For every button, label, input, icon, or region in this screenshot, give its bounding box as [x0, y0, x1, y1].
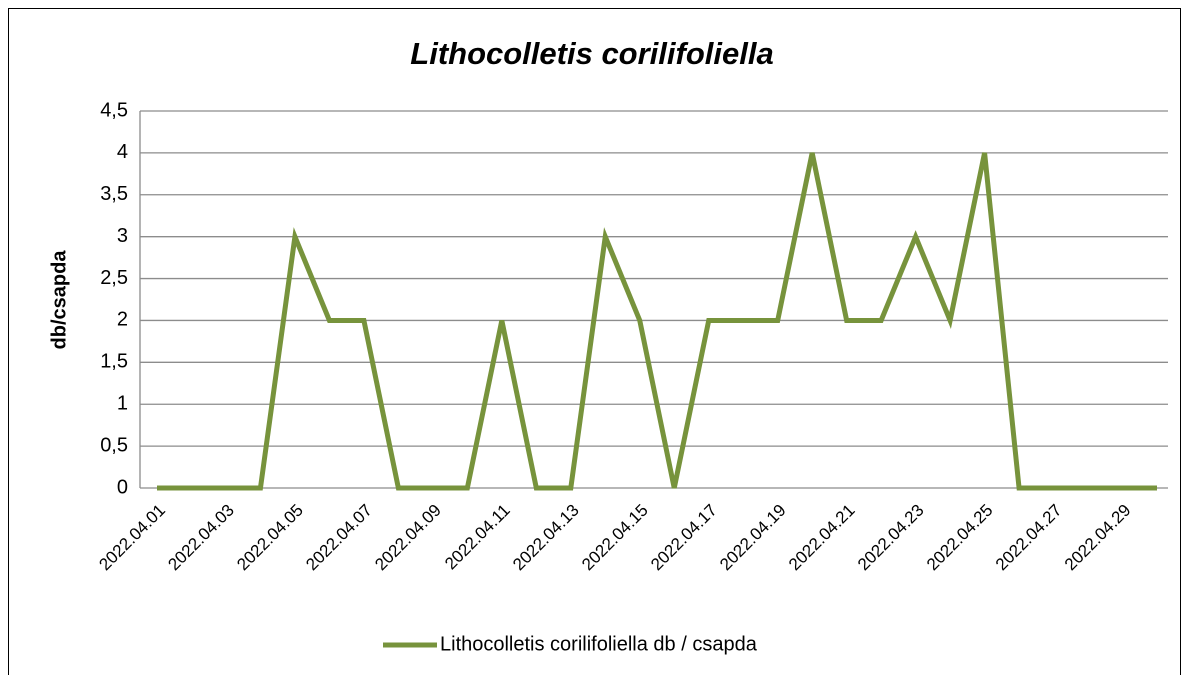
y-tick-label: 4	[117, 141, 128, 163]
chart-title: Lithocolletis corilifoliella	[410, 36, 773, 71]
y-tick-label: 1,5	[100, 351, 128, 373]
chart-frame	[8, 8, 1181, 675]
y-axis-label: db/csapda	[48, 250, 70, 350]
y-tick-label: 4,5	[100, 99, 128, 121]
y-tick-label: 0	[117, 476, 128, 498]
y-tick-label: 0,5	[100, 434, 128, 456]
y-tick-label: 2,5	[100, 267, 128, 289]
y-tick-label: 2	[117, 309, 128, 331]
y-tick-label: 3,5	[100, 183, 128, 205]
legend-label: Lithocolletis corilifoliella db / csapda	[440, 633, 758, 655]
y-tick-label: 3	[117, 225, 128, 247]
y-tick-label: 1	[117, 393, 128, 415]
data-line	[157, 152, 1157, 491]
